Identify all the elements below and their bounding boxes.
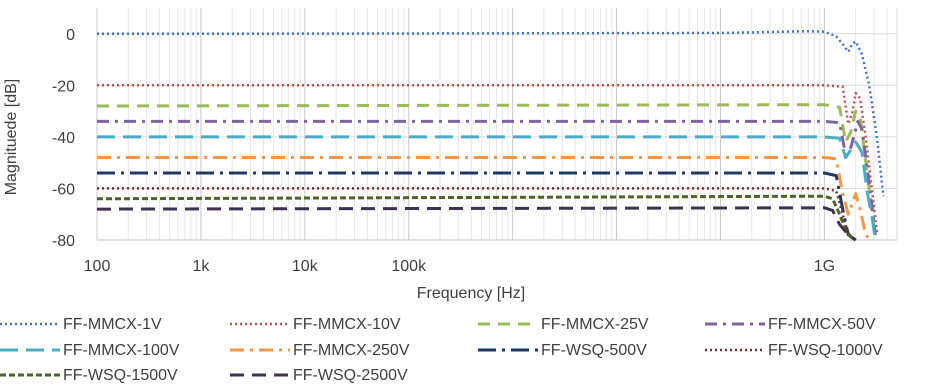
legend-label: FF-MMCX-100V bbox=[63, 342, 180, 359]
series-line-ff-wsq-1500v bbox=[97, 194, 855, 241]
legend-item: FF-MMCX-100V bbox=[0, 342, 180, 359]
x-tick-label: 1k bbox=[192, 258, 210, 275]
series-line-ff-mmcx-50v bbox=[97, 119, 877, 235]
legend-label: FF-MMCX-25V bbox=[541, 316, 649, 333]
series-line-ff-mmcx-1v bbox=[97, 29, 885, 197]
legend-item: FF-MMCX-50V bbox=[705, 316, 876, 333]
series-line-ff-mmcx-100v bbox=[97, 135, 877, 241]
x-tick-label: 100k bbox=[391, 258, 427, 275]
legend-item: FF-WSQ-1500V bbox=[0, 367, 178, 384]
legend-item: FF-WSQ-2500V bbox=[230, 367, 408, 384]
legend-label: FF-MMCX-1V bbox=[63, 316, 162, 333]
legend-item: FF-MMCX-1V bbox=[0, 316, 162, 333]
legend-item: FF-MMCX-250V bbox=[230, 342, 410, 359]
y-tick-label: 0 bbox=[66, 27, 75, 44]
y-tick-label: -40 bbox=[52, 130, 75, 147]
legend-label: FF-MMCX-50V bbox=[768, 316, 876, 333]
legend: FF-MMCX-1V FF-MMCX-10V FF-MMCX-25V FF-MMCX-… bbox=[0, 316, 883, 384]
y-tick-label: -80 bbox=[52, 233, 75, 250]
grid bbox=[96, 8, 898, 241]
legend-label: FF-WSQ-1500V bbox=[63, 367, 178, 384]
y-axis-title: Magnituede [dB] bbox=[3, 79, 20, 196]
x-axis-ticks: 100 1k 10k 100k 1G bbox=[84, 258, 835, 275]
series-line-ff-mmcx-25v bbox=[97, 103, 876, 228]
x-tick-label: 10k bbox=[292, 258, 319, 275]
legend-label: FF-MMCX-250V bbox=[293, 342, 410, 359]
legend-label: FF-WSQ-1000V bbox=[768, 342, 883, 359]
y-tick-label: -20 bbox=[52, 78, 75, 95]
series-line-ff-wsq-2500v bbox=[97, 206, 857, 242]
legend-item: FF-WSQ-1000V bbox=[705, 342, 883, 359]
series-line-ff-mmcx-250v bbox=[97, 156, 872, 242]
x-tick-label: 100 bbox=[84, 258, 111, 275]
legend-label: FF-MMCX-10V bbox=[293, 316, 401, 333]
x-axis-title: Frequency [Hz] bbox=[417, 285, 525, 302]
series-lines bbox=[97, 29, 885, 242]
legend-item: FF-WSQ-500V bbox=[478, 342, 647, 359]
series-line-ff-mmcx-10v bbox=[97, 84, 879, 233]
y-axis-ticks: 0 -20 -40 -60 -80 bbox=[52, 27, 75, 250]
legend-label: FF-WSQ-2500V bbox=[293, 367, 408, 384]
y-tick-label: -60 bbox=[52, 181, 75, 198]
x-tick-label: 1G bbox=[814, 258, 835, 275]
legend-label: FF-WSQ-500V bbox=[541, 342, 647, 359]
legend-item: FF-MMCX-25V bbox=[478, 316, 649, 333]
legend-item: FF-MMCX-10V bbox=[230, 316, 401, 333]
